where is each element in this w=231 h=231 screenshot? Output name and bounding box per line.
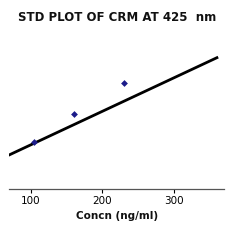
Title: STD PLOT OF CRM AT 425  nm: STD PLOT OF CRM AT 425 nm — [18, 11, 216, 24]
Point — [122, 81, 126, 85]
Point — [72, 113, 76, 116]
Point — [32, 140, 36, 144]
X-axis label: Concn (ng/ml): Concn (ng/ml) — [76, 210, 158, 221]
